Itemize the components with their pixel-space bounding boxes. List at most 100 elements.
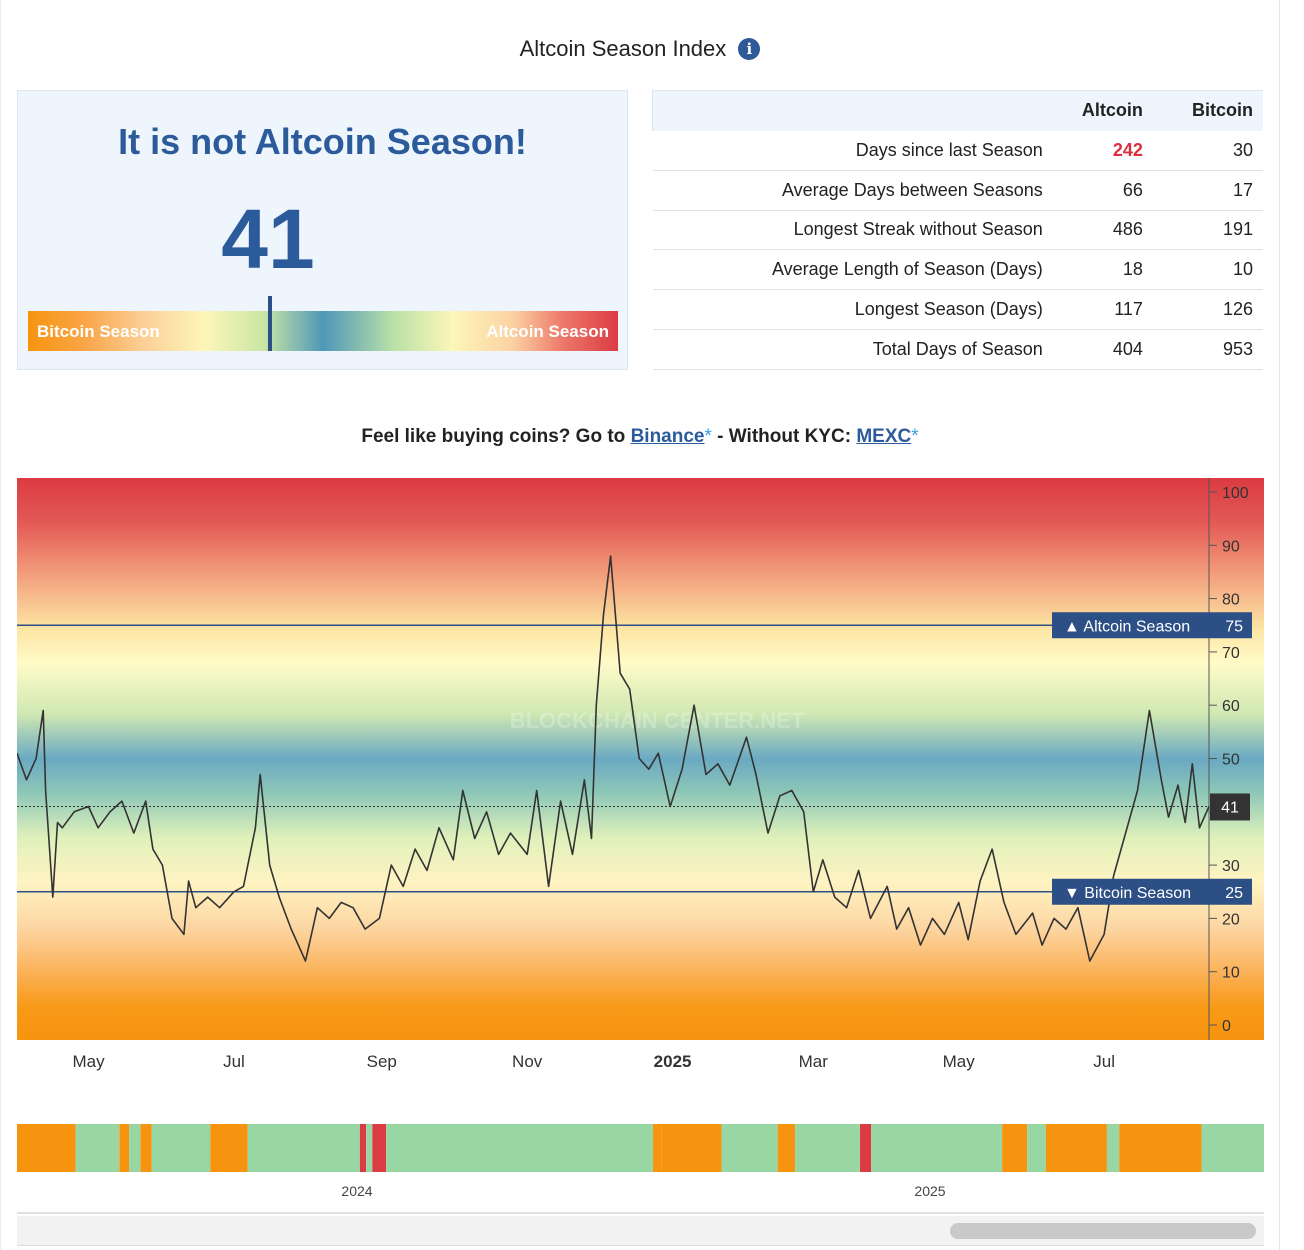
stats-metric: Average Days between Seasons bbox=[652, 170, 1043, 211]
season-navigator[interactable] bbox=[17, 1124, 1264, 1172]
stats-metric: Longest Streak without Season bbox=[652, 210, 1043, 251]
season-gauge: Bitcoin Season Altcoin Season bbox=[28, 296, 618, 351]
navigator-segment bbox=[1045, 1124, 1107, 1172]
stats-bitcoin-value: 953 bbox=[1152, 329, 1263, 370]
binance-star: * bbox=[704, 426, 712, 447]
navigator-segment bbox=[210, 1124, 248, 1172]
stats-row: Longest Season (Days) 117 126 bbox=[652, 289, 1263, 330]
watermark: BLOCKCHAIN CENTER.NET bbox=[510, 708, 805, 733]
navigator-segment bbox=[247, 1124, 360, 1172]
season-headline: It is not Altcoin Season! bbox=[118, 121, 527, 162]
current-value-label: 41 bbox=[1221, 799, 1239, 816]
gauge-left-label: Bitcoin Season bbox=[37, 322, 160, 341]
chart-svg: BLOCKCHAIN CENTER.NET0102030405060708090… bbox=[17, 478, 1264, 1071]
scrollbar-thumb[interactable] bbox=[950, 1223, 1256, 1239]
navigator-segment bbox=[386, 1124, 653, 1172]
navigator-segment bbox=[1002, 1124, 1027, 1172]
navigator-segment bbox=[119, 1124, 130, 1172]
navigator-segment bbox=[1027, 1124, 1046, 1172]
season-stats-table: Altcoin Bitcoin Days since last Season 24… bbox=[651, 90, 1263, 370]
chart-scrollbar[interactable] bbox=[17, 1216, 1264, 1246]
stats-row: Days since last Season 242 30 bbox=[652, 130, 1263, 171]
stats-row: Average Days between Seasons 66 17 bbox=[652, 170, 1263, 211]
gauge-marker bbox=[267, 296, 272, 351]
gauge-right-label: Altcoin Season bbox=[486, 322, 609, 341]
navigator-segment bbox=[661, 1124, 722, 1172]
y-tick-label: 60 bbox=[1222, 698, 1240, 715]
binance-link[interactable]: Binance bbox=[630, 426, 705, 447]
mexc-link[interactable]: MEXC bbox=[856, 426, 912, 447]
stats-metric: Days since last Season bbox=[652, 130, 1043, 171]
x-tick-label: May bbox=[943, 1052, 976, 1071]
navigator-axis: 2024 2025 bbox=[17, 1172, 1264, 1214]
page-title: Altcoin Season Index bbox=[519, 36, 727, 61]
y-tick-label: 0 bbox=[1222, 1018, 1231, 1035]
info-icon[interactable]: i bbox=[738, 38, 761, 60]
stats-bitcoin-value: 30 bbox=[1152, 130, 1263, 171]
stats-header-bitcoin: Bitcoin bbox=[1152, 90, 1263, 131]
stats-altcoin-value: 18 bbox=[1042, 249, 1153, 291]
x-tick-label: Sep bbox=[367, 1052, 397, 1071]
page-title-row: Altcoin Season Index i bbox=[0, 36, 1280, 62]
stats-altcoin-value: 117 bbox=[1042, 289, 1153, 330]
season-status-panel: It is not Altcoin Season! 41 Bitcoin Sea… bbox=[17, 90, 628, 370]
navigator-segment bbox=[1201, 1124, 1264, 1172]
promo-prefix: Feel like buying coins? Go to bbox=[361, 426, 626, 447]
navigator-segment bbox=[721, 1124, 778, 1172]
season-index-chart[interactable]: BLOCKCHAIN CENTER.NET0102030405060708090… bbox=[17, 478, 1264, 1078]
stats-header-row: Altcoin Bitcoin bbox=[651, 90, 1263, 131]
threshold-value-label: 25 bbox=[1225, 885, 1243, 902]
navigator-segment bbox=[366, 1124, 373, 1172]
y-tick-label: 20 bbox=[1222, 911, 1240, 928]
navigator-segment bbox=[372, 1124, 387, 1172]
navigator-segment bbox=[129, 1124, 141, 1172]
index-series-line bbox=[17, 555, 1210, 962]
stats-metric: Total Days of Season bbox=[652, 329, 1043, 370]
mexc-star: * bbox=[911, 426, 919, 447]
navigator-year-label: 2025 bbox=[914, 1183, 946, 1199]
season-index-value: 41 bbox=[221, 192, 315, 286]
navigator-segment bbox=[653, 1124, 662, 1172]
x-tick-label: 2025 bbox=[654, 1052, 692, 1071]
stats-altcoin-value: 486 bbox=[1042, 210, 1153, 251]
navigator-segment bbox=[17, 1124, 76, 1172]
stats-bitcoin-value: 126 bbox=[1152, 289, 1263, 330]
current-value-box bbox=[1210, 793, 1250, 821]
stats-header-metric bbox=[651, 90, 1043, 131]
stats-header-altcoin: Altcoin bbox=[1042, 90, 1153, 131]
navigator-segment bbox=[1106, 1124, 1120, 1172]
navigator-segment bbox=[871, 1124, 1003, 1172]
navigator-segment bbox=[75, 1124, 120, 1172]
y-tick-label: 30 bbox=[1222, 858, 1240, 875]
stats-altcoin-value: 242 bbox=[1042, 130, 1153, 171]
x-tick-label: Jul bbox=[1093, 1052, 1115, 1071]
stats-metric: Average Length of Season (Days) bbox=[652, 249, 1043, 291]
threshold-label: ▲ Altcoin Season bbox=[1064, 618, 1190, 635]
threshold-label-box bbox=[1052, 612, 1252, 639]
navigator-year-label: 2024 bbox=[341, 1183, 373, 1199]
stats-bitcoin-value: 191 bbox=[1152, 210, 1263, 251]
stats-bitcoin-value: 17 bbox=[1152, 170, 1263, 211]
threshold-value-label: 75 bbox=[1225, 618, 1243, 635]
x-tick-label: Mar bbox=[799, 1052, 829, 1071]
stats-row: Longest Streak without Season 486 191 bbox=[652, 210, 1263, 251]
threshold-label-box bbox=[1052, 878, 1252, 905]
stats-altcoin-value: 404 bbox=[1042, 329, 1153, 370]
promo-middle: - Without KYC: bbox=[717, 426, 852, 447]
navigator-segment bbox=[1119, 1124, 1202, 1172]
navigator-segment bbox=[151, 1124, 211, 1172]
y-tick-label: 100 bbox=[1222, 485, 1249, 502]
y-tick-label: 90 bbox=[1222, 538, 1240, 555]
navigator-segment bbox=[140, 1124, 152, 1172]
stats-row: Average Length of Season (Days) 18 10 bbox=[652, 249, 1263, 291]
navigator-segment bbox=[359, 1124, 367, 1172]
x-tick-label: Nov bbox=[512, 1052, 543, 1071]
y-tick-label: 70 bbox=[1222, 645, 1240, 662]
y-tick-label: 10 bbox=[1222, 965, 1240, 982]
x-tick-label: May bbox=[72, 1052, 105, 1071]
navigator-segment bbox=[795, 1124, 860, 1172]
threshold-label: ▼ Bitcoin Season bbox=[1064, 885, 1191, 902]
stats-altcoin-value: 66 bbox=[1042, 170, 1153, 211]
stats-metric: Longest Season (Days) bbox=[652, 289, 1043, 330]
